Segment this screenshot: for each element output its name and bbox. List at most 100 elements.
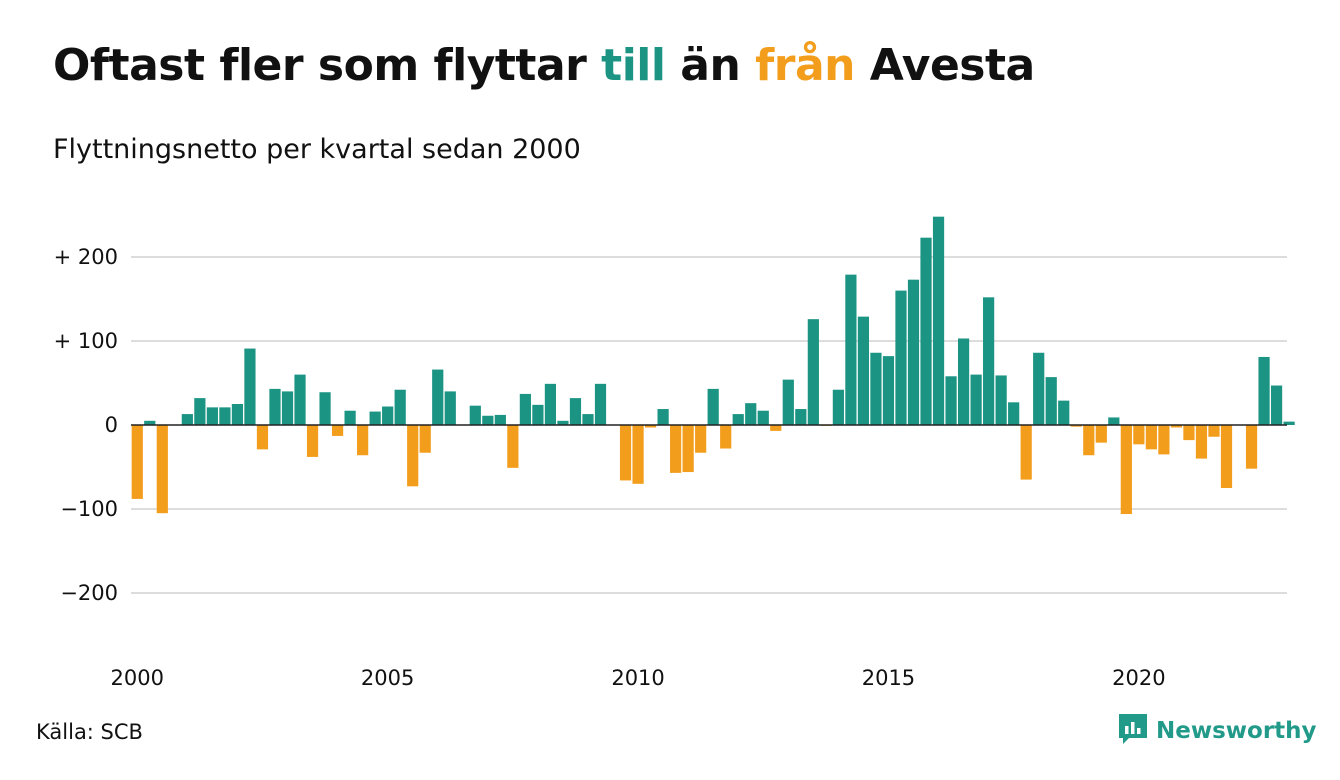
bar <box>419 425 431 453</box>
bar <box>1195 425 1208 459</box>
bar <box>156 425 168 514</box>
bar <box>932 216 945 425</box>
bar <box>469 405 481 425</box>
bar <box>1020 425 1032 480</box>
bar <box>269 388 281 425</box>
bar <box>707 388 719 425</box>
title-keyword-till: till <box>601 40 666 91</box>
source-note: Källa: SCB <box>36 720 143 744</box>
bar <box>970 374 982 425</box>
bar <box>720 425 732 449</box>
y-tick-label: + 100 <box>54 329 118 353</box>
bar <box>782 379 794 425</box>
bar <box>757 410 769 425</box>
bar <box>494 414 506 425</box>
bar <box>644 425 657 428</box>
bar <box>194 398 206 425</box>
bar <box>870 352 882 425</box>
bar <box>1183 425 1195 441</box>
bar <box>582 414 594 425</box>
bar <box>231 404 244 425</box>
bar <box>1120 425 1132 515</box>
bar <box>281 391 294 425</box>
bar <box>319 392 331 425</box>
x-tick-label: 2020 <box>1112 666 1165 690</box>
y-tick-label: −200 <box>60 581 118 605</box>
bar <box>770 425 782 431</box>
title-keyword-fran: från <box>755 40 855 91</box>
bar <box>544 383 557 425</box>
bar <box>532 404 544 425</box>
bar <box>344 410 356 425</box>
bar <box>557 420 569 425</box>
y-tick-label: −100 <box>60 497 118 521</box>
bar <box>795 409 807 425</box>
bar <box>682 425 694 473</box>
bar <box>983 297 995 425</box>
bar <box>845 274 857 425</box>
bar <box>670 425 682 473</box>
chart-title: Oftast fler som flyttar till än från Ave… <box>53 40 1035 91</box>
bar <box>1270 385 1283 425</box>
bar <box>1108 417 1120 425</box>
brand-name: Newsworthy <box>1156 718 1317 744</box>
bar <box>206 407 218 425</box>
bar <box>1283 421 1295 425</box>
bar <box>695 425 707 453</box>
bar <box>807 319 819 425</box>
bar <box>407 425 419 487</box>
y-axis-ticks: −200 −100 0 + 100 + 200 <box>54 245 118 605</box>
bar <box>256 425 269 450</box>
bar <box>1070 425 1082 427</box>
bar <box>181 414 193 425</box>
bar <box>569 398 582 425</box>
x-tick-label: 2010 <box>611 666 664 690</box>
bar <box>131 425 143 499</box>
bar <box>306 425 319 457</box>
bar <box>1170 425 1183 428</box>
bar <box>945 376 957 425</box>
newsworthy-logo-icon <box>1119 714 1147 748</box>
bar <box>382 406 394 425</box>
bar <box>369 411 381 425</box>
bar <box>507 425 519 468</box>
bar <box>394 389 406 425</box>
bar <box>995 375 1007 425</box>
x-axis-ticks: 2000 2005 2010 2015 2020 <box>111 666 1166 690</box>
title-part-5: Avesta <box>854 40 1035 91</box>
bar <box>482 415 494 425</box>
bar <box>594 383 607 425</box>
x-tick-label: 2000 <box>111 666 164 690</box>
bar <box>244 348 256 425</box>
bar-chart: −200 −100 0 + 100 + 200 2000 2005 2010 2015 2020 <box>54 216 1295 690</box>
bar <box>657 409 669 425</box>
bar <box>357 425 369 456</box>
bar <box>745 403 757 425</box>
bar <box>632 425 644 484</box>
bar <box>732 414 744 425</box>
bar <box>1083 425 1095 456</box>
title-part-3: än <box>665 40 756 91</box>
bar <box>857 316 870 425</box>
bar <box>882 356 895 425</box>
y-tick-label: 0 <box>105 413 118 437</box>
bar <box>294 374 306 425</box>
bar <box>895 290 907 425</box>
bar <box>1245 425 1258 469</box>
bar <box>1045 377 1057 425</box>
bar <box>1008 402 1020 425</box>
bar <box>1133 425 1145 445</box>
title-part-1: Oftast fler som flyttar <box>53 40 602 91</box>
brand-logo: Newsworthy <box>1119 714 1317 748</box>
y-tick-label: + 200 <box>54 245 118 269</box>
bar <box>907 279 920 425</box>
bar <box>1258 356 1270 425</box>
bar <box>219 407 231 425</box>
bar <box>1145 425 1157 450</box>
bar <box>1158 425 1170 455</box>
bar <box>144 420 156 425</box>
bar <box>1095 425 1107 443</box>
bar <box>1220 425 1233 488</box>
bar <box>619 425 632 481</box>
bar <box>519 393 531 425</box>
